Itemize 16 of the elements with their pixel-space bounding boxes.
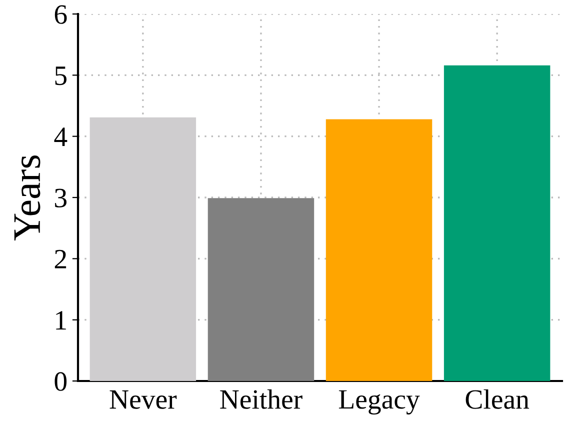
bar [444,65,550,381]
bar [326,119,432,381]
y-axis-title: Years [14,156,40,240]
y-tick-label: 1 [56,311,66,330]
y-tick-label: 6 [54,5,67,24]
x-tick-label: Clean [466,389,530,409]
bar [90,117,196,381]
y-tick-label: 0 [54,372,67,391]
x-tick-label: Legacy [338,390,420,415]
x-tick-label: Never [110,390,177,409]
y-tick-label: 3 [55,188,66,208]
y-tick-label: 4 [54,128,68,146]
y-tick-label: 2 [54,250,66,268]
y-tick-label: 5 [55,66,66,86]
x-tick-label: Neither [220,389,302,409]
bar [208,198,314,381]
